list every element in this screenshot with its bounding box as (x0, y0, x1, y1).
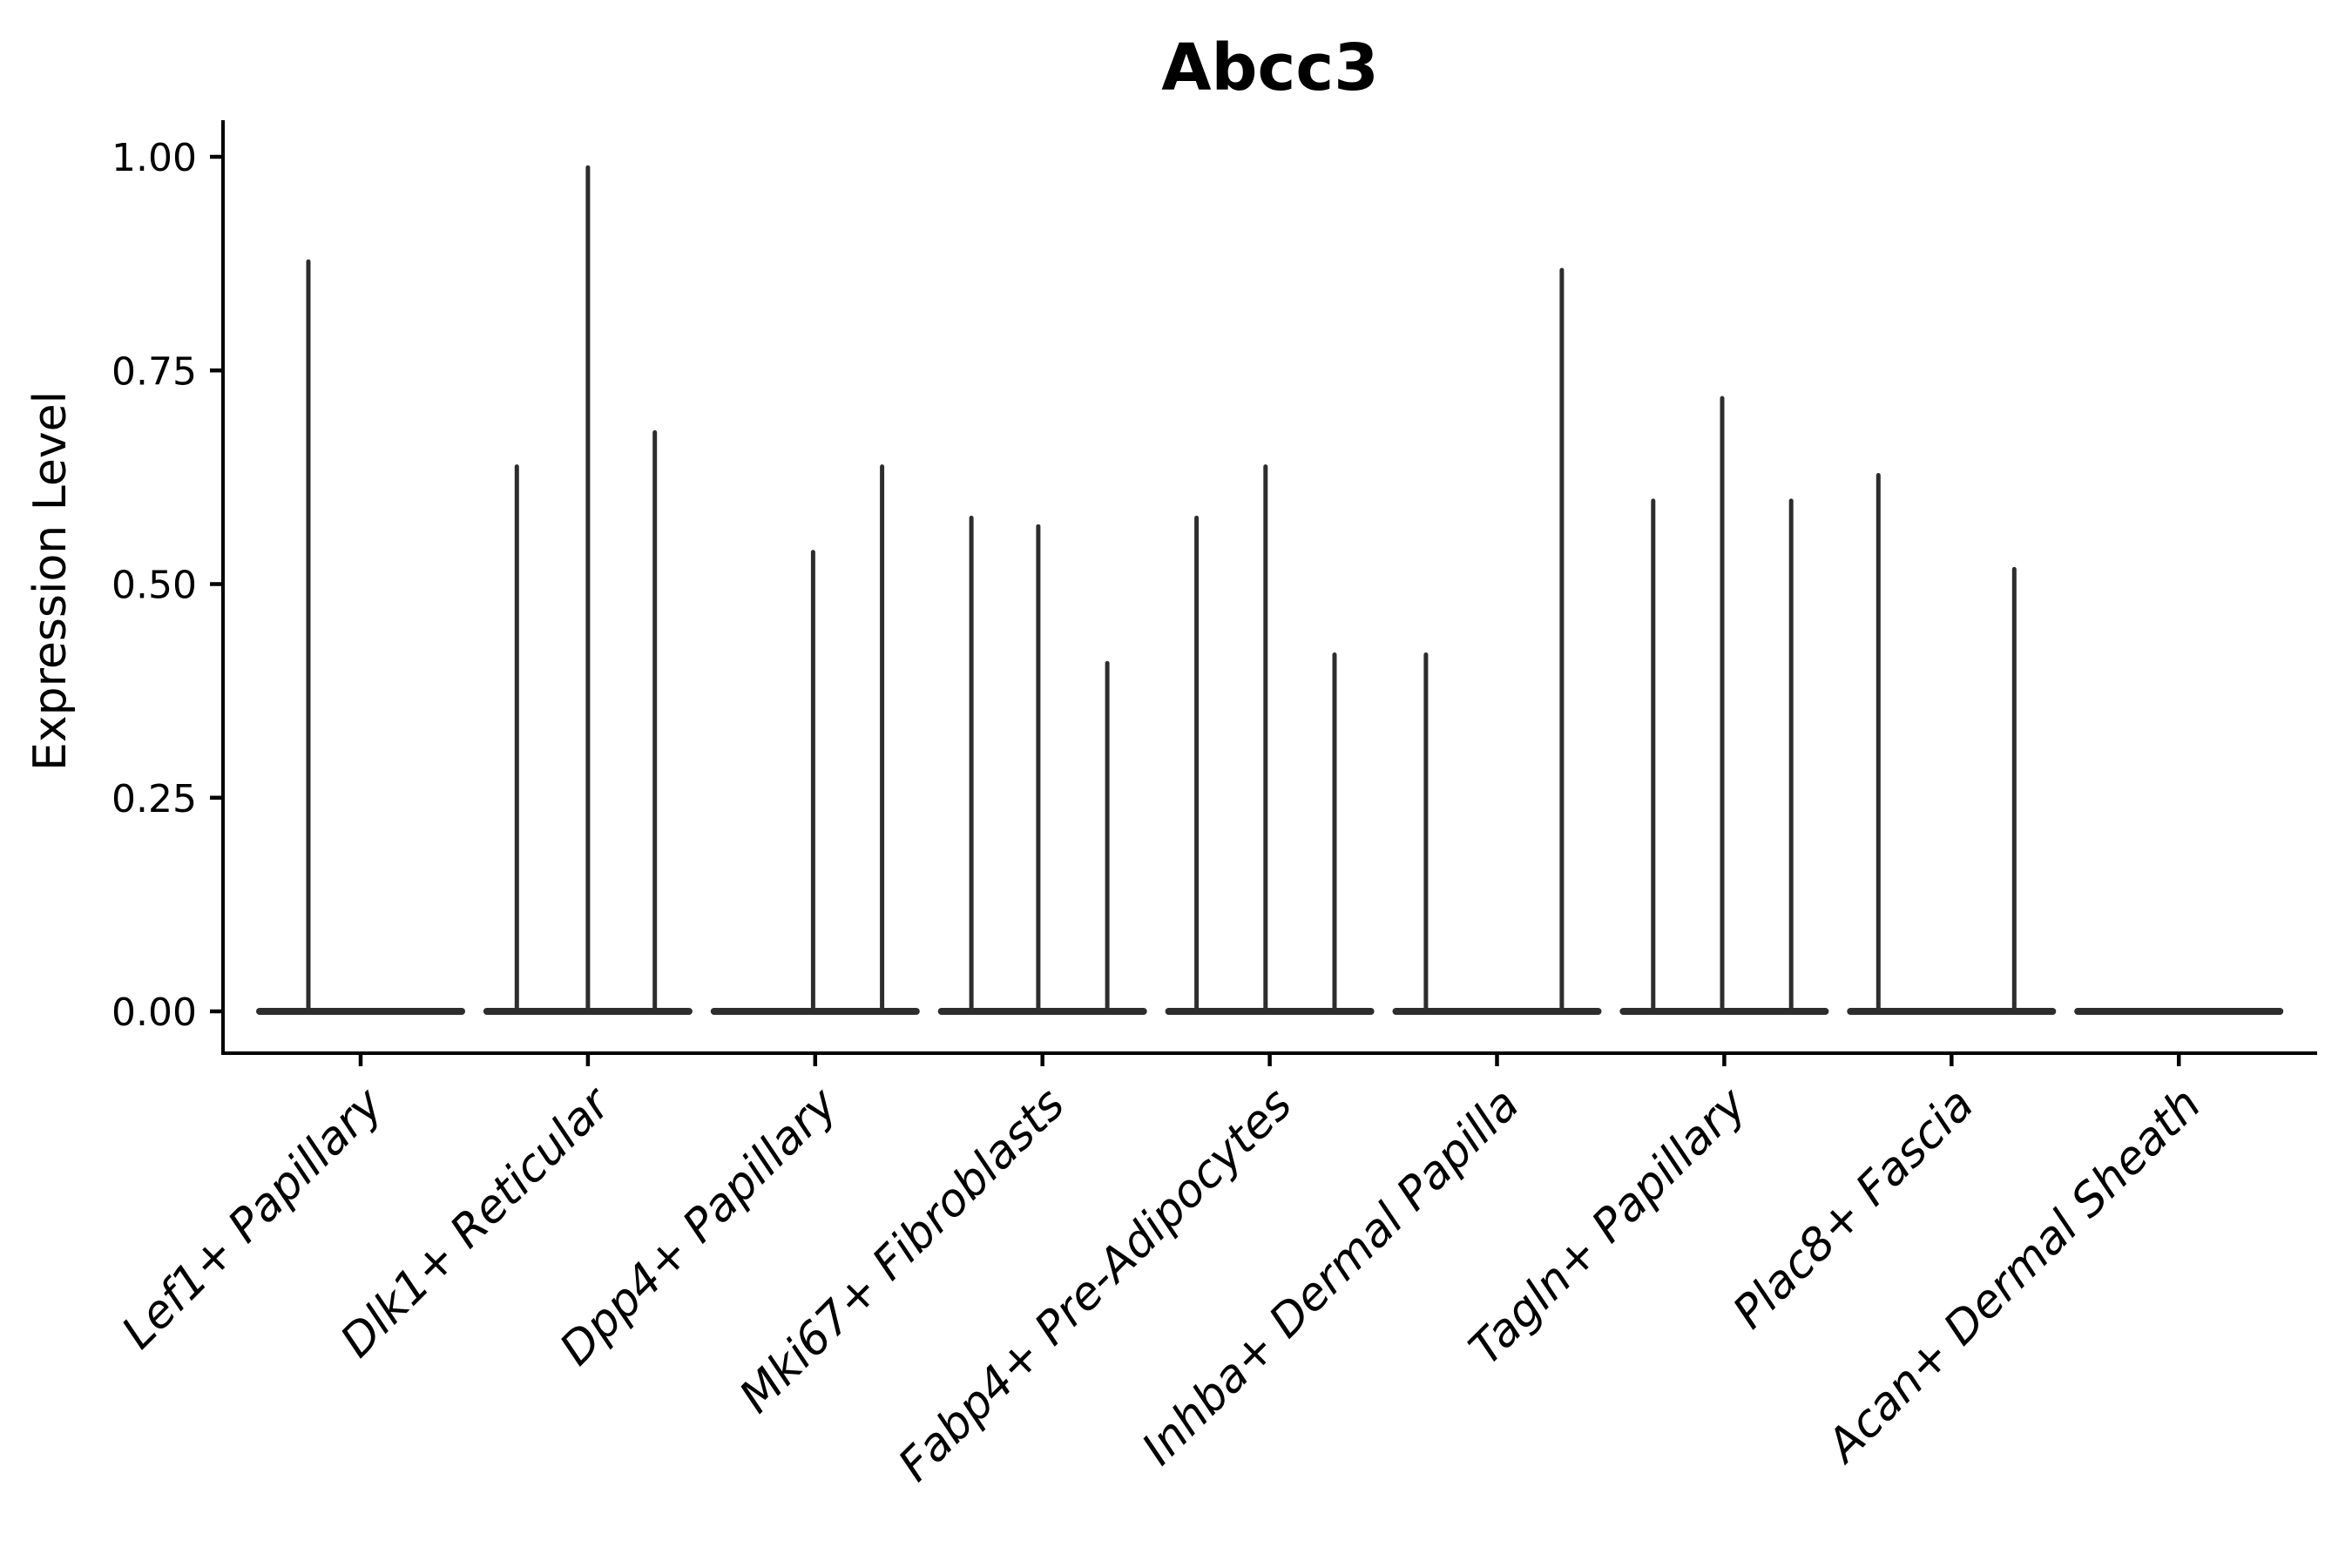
violin-spike (1559, 267, 1565, 1015)
x-tick-label: Plac8+ Fascia (1723, 1078, 1984, 1339)
violin-base (1392, 1008, 1602, 1015)
violin-base (1619, 1008, 1829, 1015)
y-tick-label: 0.75 (112, 349, 197, 394)
violin-spike (585, 165, 591, 1015)
violins-layer (256, 165, 2284, 1016)
violin-spike (2011, 566, 2017, 1015)
y-tick-label: 0.00 (112, 990, 197, 1035)
violin-base (1165, 1008, 1375, 1015)
y-tick-label: 0.50 (112, 564, 197, 608)
violin-spike (1036, 524, 1041, 1015)
chart-title: Abcc3 (1161, 30, 1378, 105)
violin-base (710, 1008, 920, 1015)
x-tick-label: Fabp4+ Pre-Adipocytes (889, 1078, 1302, 1492)
violin-base (256, 1008, 465, 1015)
violin-spike (1105, 660, 1110, 1015)
x-tick-label: Inhba+ Dermal Papilla (1132, 1078, 1530, 1476)
violin-spike (1263, 464, 1268, 1015)
y-tick-label: 0.25 (112, 777, 197, 821)
violin-spike (1788, 498, 1794, 1015)
violin-spike (1194, 516, 1200, 1015)
violin-spike (1876, 472, 1881, 1015)
y-axis-label: Expression Level (24, 391, 77, 771)
violin-spike (652, 429, 658, 1015)
y-tick-label: 1.00 (112, 136, 197, 180)
violin-spike (306, 259, 311, 1016)
violin-base (2074, 1008, 2284, 1015)
violin-spike (1651, 498, 1656, 1015)
violin-spike (969, 516, 974, 1015)
violin-spike (514, 464, 519, 1015)
violin-spike (880, 464, 885, 1015)
violin-base (1847, 1008, 2057, 1015)
violin-spike (810, 550, 815, 1015)
violin-spike (1423, 652, 1429, 1015)
violin-base (937, 1008, 1147, 1015)
x-tick-label: Acan+ Dermal Sheath (1815, 1078, 2211, 1474)
violin-spike (1720, 395, 1725, 1015)
violin-base (483, 1008, 693, 1015)
axes-layer (210, 120, 2317, 1066)
violin-spike (1332, 652, 1337, 1015)
